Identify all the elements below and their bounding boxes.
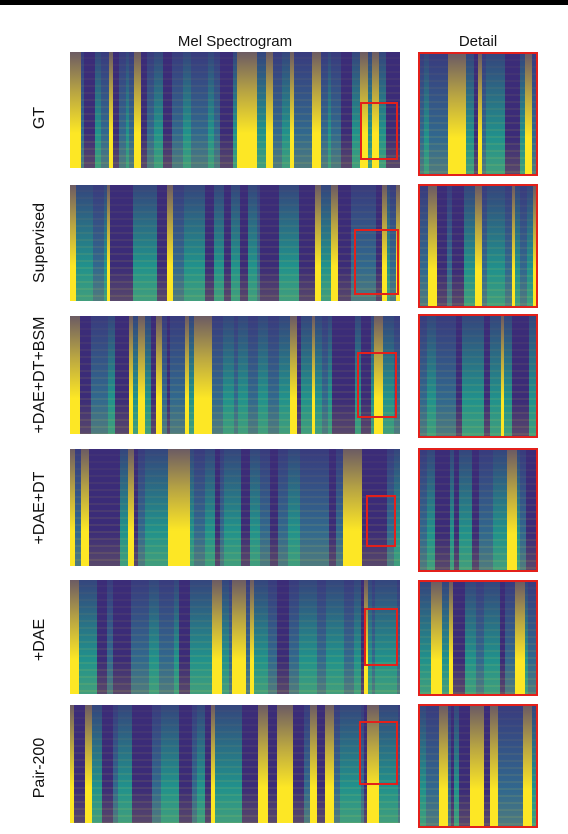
row-label-supervised: Supervised [31,202,48,284]
row-label-dae-dt: +DAE+DT [31,471,48,545]
detail-panel-dae [418,580,538,696]
detail-panel-gt [418,52,538,176]
detail-panel-pair-200 [418,704,538,828]
highlight-box [360,102,398,160]
spectrogram-column-title: Mel Spectrogram [177,33,293,50]
detail-panel-dae-dt-bsm [418,314,538,438]
row-label-gt: GT [31,106,48,130]
highlight-box [357,352,397,418]
spectrogram-image [70,316,400,434]
detail-panel-supervised [418,184,538,308]
row-label-dae-dt-bsm: +DAE+DT+BSM [31,316,48,434]
detail-panel-dae-dt [418,448,538,572]
spectrogram-panel-gt [70,52,400,172]
spectrogram-image [70,705,400,823]
highlight-box [354,229,399,295]
highlight-box [364,608,398,666]
top-rule [0,0,568,5]
spectrogram-panel-dae-dt [70,449,400,575]
spectrogram-panel-dae-dt-bsm [70,316,400,442]
spectrogram-image [70,449,400,566]
spectrogram-image [70,185,400,301]
spectrogram-image [70,52,400,168]
highlight-box [359,721,398,785]
spectrogram-panel-pair-200 [70,705,400,833]
highlight-box [366,495,396,547]
spectrogram-image [70,580,400,694]
row-label-pair-200: Pair-200 [31,737,48,799]
spectrogram-panel-dae [70,580,400,702]
row-label-dae: +DAE [31,618,48,662]
detail-column-title: Detail [458,33,498,50]
spectrogram-panel-supervised [70,185,400,309]
